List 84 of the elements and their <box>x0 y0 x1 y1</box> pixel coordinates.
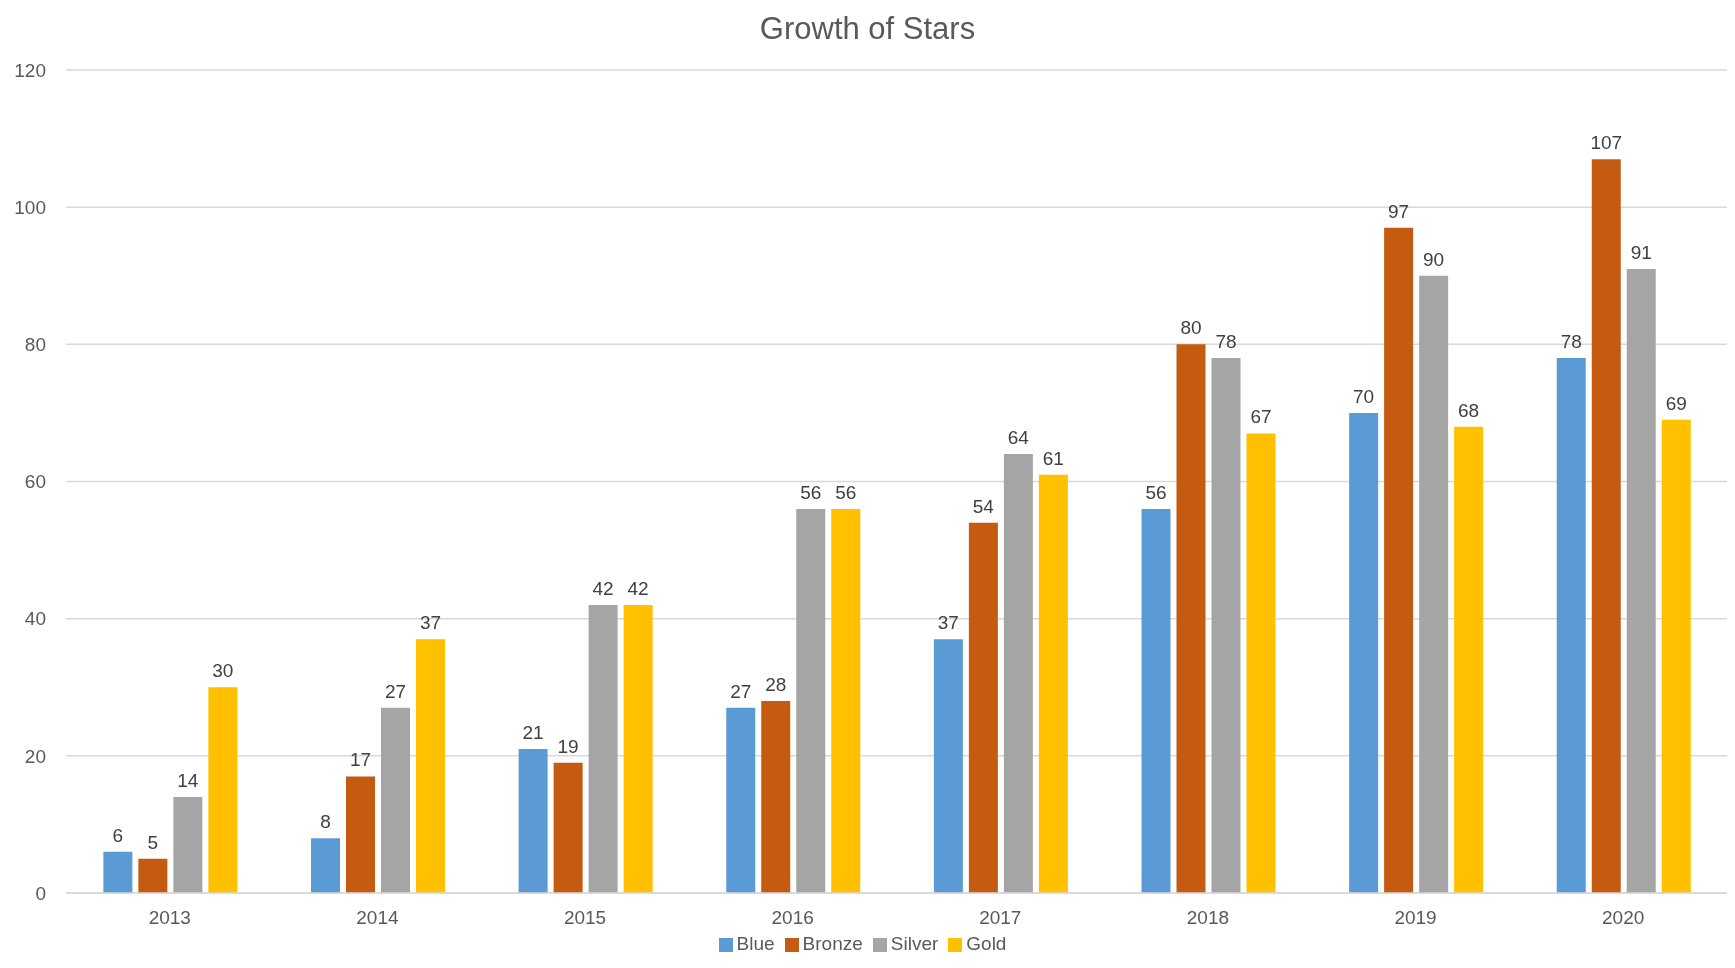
y-tick-label: 0 <box>35 882 46 904</box>
bar <box>103 851 133 893</box>
data-label: 61 <box>1042 447 1064 469</box>
bar <box>138 858 168 893</box>
data-label: 28 <box>765 673 787 695</box>
x-tick-label: 2013 <box>148 907 191 929</box>
x-tick-label: 2020 <box>1602 907 1645 929</box>
x-tick-label: 2018 <box>1186 907 1230 929</box>
data-label: 78 <box>1560 331 1582 353</box>
data-label: 42 <box>592 577 614 599</box>
x-tick-label: 2017 <box>979 907 1022 929</box>
legend-label: Blue <box>736 933 775 954</box>
y-tick-label: 100 <box>14 196 46 218</box>
legend-label: Gold <box>966 933 1007 954</box>
bar <box>831 508 861 893</box>
bar <box>416 639 445 893</box>
x-tick-label: 2019 <box>1394 907 1437 929</box>
data-label: 6 <box>112 824 124 846</box>
data-label: 97 <box>1388 200 1410 222</box>
data-label: 21 <box>522 721 544 743</box>
bar <box>1038 474 1068 893</box>
data-label: 64 <box>1007 427 1030 449</box>
data-label: 8 <box>320 811 331 833</box>
bar <box>1349 412 1379 893</box>
y-tick-label: 120 <box>14 59 46 81</box>
bar <box>346 776 375 893</box>
bar <box>553 762 583 893</box>
bar <box>968 522 998 893</box>
data-label: 19 <box>557 735 579 757</box>
data-label: 90 <box>1423 248 1445 270</box>
bar <box>1591 159 1621 893</box>
data-label: 70 <box>1353 385 1375 407</box>
bar <box>1556 358 1586 893</box>
data-label: 5 <box>147 831 159 853</box>
bar <box>933 639 963 893</box>
y-tick-label: 40 <box>24 608 46 630</box>
x-tick-label: 2014 <box>356 907 399 929</box>
data-label: 56 <box>835 481 857 503</box>
data-label: 68 <box>1458 399 1480 421</box>
bar <box>761 700 791 893</box>
data-label: 42 <box>627 577 649 599</box>
bar <box>1003 454 1033 893</box>
bar <box>726 707 756 893</box>
data-label: 69 <box>1665 392 1687 414</box>
bar <box>1626 268 1656 893</box>
y-tick-label: 80 <box>24 334 46 356</box>
y-tick-label: 20 <box>24 745 46 767</box>
bar <box>518 748 548 893</box>
bar <box>173 796 203 893</box>
bar <box>1384 227 1414 893</box>
data-label: 27 <box>730 680 752 702</box>
data-label: 78 <box>1215 331 1237 353</box>
x-tick-label: 2015 <box>563 907 607 929</box>
bar <box>796 508 826 893</box>
data-label: 67 <box>1250 406 1272 428</box>
data-label: 107 <box>1590 132 1623 154</box>
bar <box>1211 358 1241 893</box>
legend-label: Silver <box>890 933 939 954</box>
data-label: 37 <box>419 612 442 634</box>
y-tick-label: 60 <box>24 471 46 493</box>
data-label: 37 <box>937 612 959 634</box>
bar <box>1246 433 1276 893</box>
bar <box>1176 344 1206 893</box>
chart-title: Growth of Stars <box>758 10 977 48</box>
data-label: 27 <box>384 680 407 702</box>
data-label: 56 <box>800 481 822 503</box>
bar <box>623 604 653 893</box>
bar <box>208 687 238 893</box>
legend-label: Bronze <box>802 933 863 954</box>
data-label: 80 <box>1180 317 1202 339</box>
data-label: 56 <box>1145 481 1167 503</box>
bar <box>1454 426 1484 893</box>
data-label: 54 <box>972 495 995 517</box>
bar <box>588 604 618 893</box>
x-tick-label: 2016 <box>771 907 814 929</box>
data-label: 14 <box>177 769 199 791</box>
bar <box>1661 419 1691 893</box>
data-label: 17 <box>349 749 372 771</box>
bar <box>311 838 340 893</box>
data-label: 30 <box>212 660 234 682</box>
data-label: 91 <box>1630 241 1652 263</box>
bar <box>1141 508 1171 893</box>
bar <box>1419 275 1449 893</box>
bar <box>381 707 410 893</box>
